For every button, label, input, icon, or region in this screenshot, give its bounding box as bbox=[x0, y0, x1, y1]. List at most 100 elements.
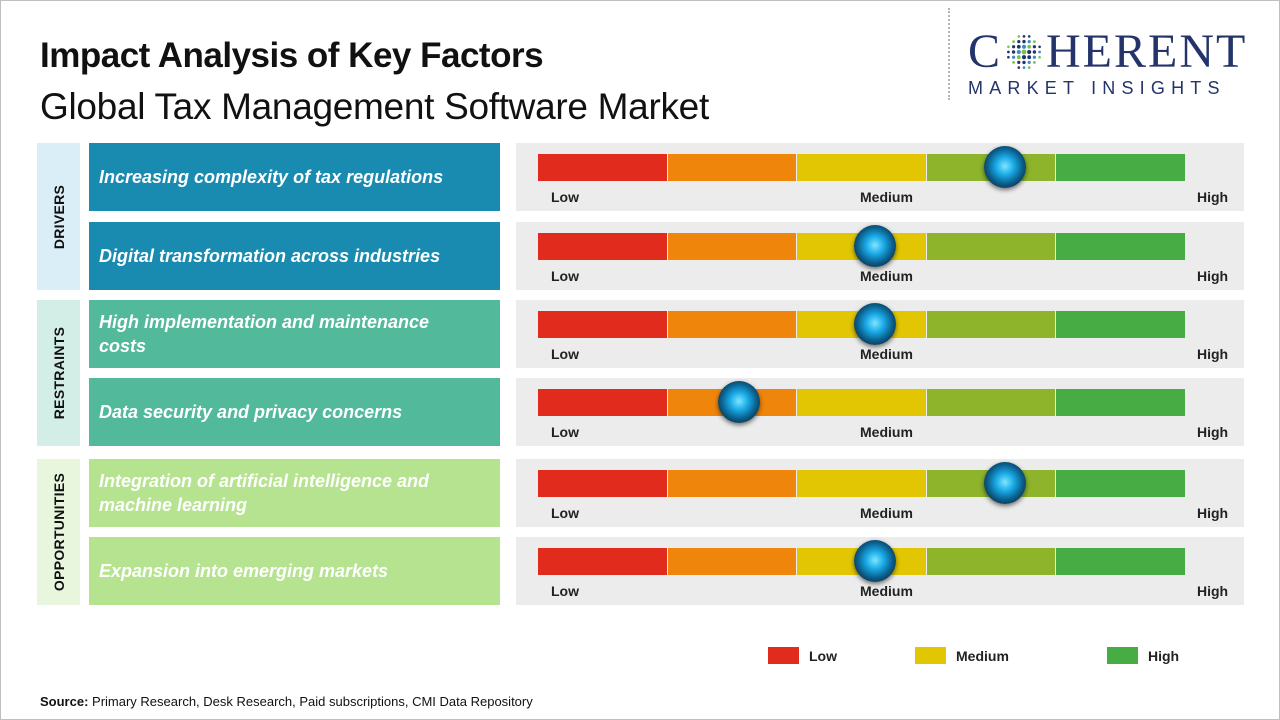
impact-segment bbox=[667, 470, 797, 497]
impact-segment bbox=[1056, 233, 1185, 260]
scale-high-label: High bbox=[1197, 424, 1229, 440]
scale-medium-label: Medium bbox=[860, 268, 913, 284]
logo-dot bbox=[1027, 49, 1032, 55]
impact-marker bbox=[853, 303, 896, 345]
impact-segment bbox=[926, 233, 1056, 260]
impact-segment bbox=[538, 154, 667, 181]
category-label-restraints: RESTRAINTS bbox=[37, 300, 80, 446]
impact-segment bbox=[797, 389, 926, 416]
logo-divider bbox=[948, 8, 950, 100]
scale-medium-label: Medium bbox=[860, 505, 913, 521]
impact-marker bbox=[983, 462, 1026, 504]
logo-dot bbox=[1017, 60, 1021, 65]
impact-segment bbox=[797, 154, 926, 181]
logo-dot bbox=[1021, 55, 1027, 60]
logo-dot bbox=[1032, 45, 1037, 49]
logo-dot bbox=[1007, 50, 1010, 54]
impact-marker bbox=[717, 381, 760, 423]
category-label-opportunities: OPPORTUNITIES bbox=[37, 459, 80, 605]
legend-swatch bbox=[915, 647, 946, 664]
company-logo: C HERENT MARKET INSIGHTS bbox=[968, 28, 1268, 99]
impact-segment bbox=[1056, 389, 1185, 416]
legend-swatch bbox=[1107, 647, 1138, 664]
logo-dot bbox=[1027, 60, 1031, 65]
logo-dot bbox=[1022, 35, 1026, 38]
logo-dot bbox=[1027, 66, 1031, 69]
scale-low-label: Low bbox=[551, 268, 579, 284]
scale-high-label: High bbox=[1197, 505, 1229, 521]
impact-segment bbox=[667, 548, 797, 575]
scale-medium-label: Medium bbox=[860, 424, 913, 440]
impact-segment bbox=[667, 311, 797, 338]
factor-label: Data security and privacy concerns bbox=[89, 378, 500, 446]
impact-segment bbox=[538, 311, 667, 338]
source-text: Primary Research, Desk Research, Paid su… bbox=[92, 694, 533, 709]
logo-dot bbox=[1021, 49, 1027, 55]
page-title: Impact Analysis of Key Factors bbox=[40, 36, 544, 75]
logo-text-left: C bbox=[968, 25, 1003, 78]
category-label-drivers: DRIVERS bbox=[37, 143, 80, 290]
scale-low-label: Low bbox=[551, 346, 579, 362]
impact-segment bbox=[1056, 154, 1185, 181]
category-text: DRIVERS bbox=[50, 184, 67, 249]
legend-label: Medium bbox=[956, 648, 1009, 664]
logo-dot bbox=[1027, 39, 1031, 44]
impact-segment bbox=[926, 548, 1056, 575]
factor-label: Integration of artificial intelligence a… bbox=[89, 459, 500, 527]
scale-high-label: High bbox=[1197, 189, 1229, 205]
legend-label: Low bbox=[809, 648, 837, 664]
impact-segment bbox=[1056, 548, 1185, 575]
scale-medium-label: Medium bbox=[860, 346, 913, 362]
logo-subtext: MARKET INSIGHTS bbox=[968, 78, 1226, 98]
impact-segment bbox=[1056, 470, 1185, 497]
factor-label: Increasing complexity of tax regulations bbox=[89, 143, 500, 211]
globe-dots-icon bbox=[1007, 35, 1041, 69]
legend-label: High bbox=[1148, 648, 1180, 664]
impact-segment bbox=[667, 233, 797, 260]
impact-marker bbox=[853, 540, 896, 582]
logo-dot bbox=[1027, 44, 1032, 49]
logo-dot bbox=[1007, 45, 1010, 49]
logo-dot bbox=[1038, 45, 1041, 49]
scale-high-label: High bbox=[1197, 346, 1229, 362]
impact-segment bbox=[538, 548, 667, 575]
scale-medium-label: Medium bbox=[860, 189, 913, 205]
scale-low-label: Low bbox=[551, 505, 579, 521]
logo-dot bbox=[1011, 45, 1016, 49]
impact-segment bbox=[1056, 311, 1185, 338]
category-text: OPPORTUNITIES bbox=[50, 472, 67, 592]
logo-dot bbox=[1027, 55, 1032, 60]
logo-dot bbox=[1017, 39, 1021, 44]
logo-dot bbox=[1012, 60, 1016, 64]
impact-segment bbox=[538, 233, 667, 260]
logo-dot bbox=[1022, 66, 1026, 69]
impact-marker bbox=[853, 225, 896, 267]
logo-dot bbox=[1033, 60, 1036, 64]
factor-label: High implementation and maintenance cost… bbox=[89, 300, 500, 368]
logo-dot bbox=[1033, 40, 1036, 44]
logo-dot bbox=[1032, 50, 1037, 54]
scale-medium-label: Medium bbox=[860, 583, 913, 599]
factor-label: Expansion into emerging markets bbox=[89, 537, 500, 605]
logo-dot bbox=[1012, 40, 1016, 44]
logo-dot bbox=[1022, 39, 1026, 44]
source-prefix: Source: bbox=[40, 694, 89, 709]
impact-segment bbox=[538, 389, 667, 416]
category-text: RESTRAINTS bbox=[50, 326, 67, 420]
logo-dot bbox=[1038, 55, 1041, 59]
scale-low-label: Low bbox=[551, 424, 579, 440]
logo-dot bbox=[1021, 44, 1027, 49]
logo-dot bbox=[1032, 55, 1037, 59]
impact-segment bbox=[538, 470, 667, 497]
impact-segment bbox=[926, 311, 1056, 338]
logo-dot bbox=[1016, 44, 1021, 49]
scale-high-label: High bbox=[1197, 583, 1229, 599]
legend-swatch bbox=[768, 647, 799, 664]
impact-segment bbox=[797, 470, 926, 497]
impact-segment bbox=[926, 389, 1056, 416]
scale-low-label: Low bbox=[551, 189, 579, 205]
logo-dot bbox=[1007, 55, 1010, 59]
logo-dot bbox=[1011, 55, 1016, 59]
logo-dot bbox=[1017, 66, 1021, 69]
impact-marker bbox=[983, 146, 1026, 188]
